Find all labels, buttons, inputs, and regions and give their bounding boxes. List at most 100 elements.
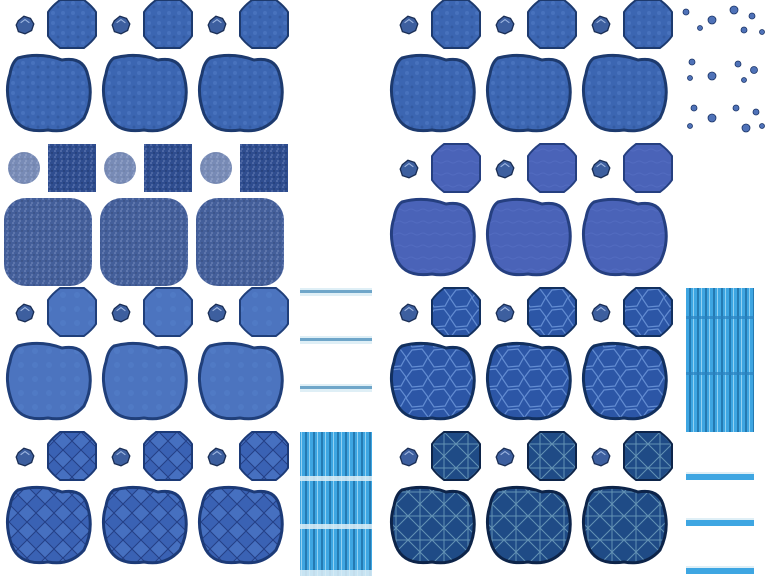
tile-group-2 <box>485 143 577 277</box>
tileset-block-tiled-water <box>389 287 673 421</box>
pool-tile <box>197 53 284 133</box>
tile-group-2 <box>485 287 577 421</box>
corner-tile <box>47 431 97 481</box>
pebble-tile <box>399 15 419 35</box>
tile-group-2 <box>101 0 193 133</box>
pebble-tile <box>15 303 35 323</box>
pebble-tile <box>495 447 515 467</box>
pebble-tile <box>111 15 131 35</box>
droplet <box>729 5 739 15</box>
pool-tile <box>485 485 572 565</box>
corner-tile <box>623 0 673 49</box>
foam-strips <box>300 288 372 392</box>
waterfall-right <box>686 288 754 432</box>
pool-tile <box>197 485 284 565</box>
tile-group-1 <box>5 287 97 421</box>
pebble-tile <box>495 303 515 323</box>
tileset-block-flat-water <box>389 143 673 277</box>
tile-group-1 <box>389 431 481 565</box>
tile-group-1 <box>389 0 481 133</box>
droplet <box>752 108 760 116</box>
pool-tile <box>581 485 668 565</box>
waterfall-foam-3 <box>300 570 372 576</box>
waterfall-tile <box>300 432 372 576</box>
tile-group-2 <box>485 0 577 133</box>
droplet <box>688 58 696 66</box>
fog-square-tile <box>144 144 192 192</box>
waterfall-band <box>686 372 754 375</box>
corner-tile <box>143 431 193 481</box>
droplet <box>740 26 748 34</box>
pebble-tile <box>207 15 227 35</box>
pool-tile <box>581 341 668 421</box>
foam-strip-3-edge <box>300 386 372 389</box>
corner-tile <box>527 0 577 49</box>
pool-tile <box>101 485 188 565</box>
pebble-tile <box>399 303 419 323</box>
corner-tile <box>623 431 673 481</box>
fog-dot-tile <box>200 152 232 184</box>
corner-tile <box>431 143 481 193</box>
pool-tile <box>389 197 476 277</box>
tile-group-3 <box>581 287 673 421</box>
tile-group-3 <box>197 431 289 565</box>
pool-tile <box>389 341 476 421</box>
fog-square-tile <box>48 144 96 192</box>
tile-group-2 <box>100 144 192 286</box>
water-strip-1 <box>686 474 754 480</box>
pool-tile <box>485 197 572 277</box>
droplet <box>707 113 717 123</box>
pool-tile <box>197 341 284 421</box>
droplet <box>759 123 765 129</box>
pebble-tile <box>591 447 611 467</box>
waterfall-foam-2 <box>300 524 372 529</box>
pool-tile <box>389 53 476 133</box>
tileset-block-calm-water <box>389 0 673 133</box>
tile-group-3 <box>581 0 673 133</box>
pebble-tile <box>495 15 515 35</box>
water-strip-2-foam <box>686 518 754 520</box>
tile-group-1 <box>389 143 481 277</box>
pool-tile <box>101 53 188 133</box>
pebble-tile <box>15 15 35 35</box>
droplet <box>750 66 758 74</box>
pool-tile <box>5 485 92 565</box>
corner-tile <box>143 0 193 49</box>
waterfall-foam-1 <box>300 476 372 481</box>
droplet <box>687 123 693 129</box>
fog-dot-tile <box>8 152 40 184</box>
pebble-tile <box>207 303 227 323</box>
droplet <box>759 29 765 35</box>
tileset-block-smooth-water <box>5 287 289 421</box>
pool-tile <box>5 53 92 133</box>
pebble-tile <box>399 159 419 179</box>
tile-group-2 <box>485 431 577 565</box>
pebble-tile <box>591 159 611 179</box>
droplet <box>682 8 690 16</box>
droplet <box>707 71 717 81</box>
corner-tile <box>239 0 289 49</box>
tile-group-1 <box>5 0 97 133</box>
pool-tile <box>581 53 668 133</box>
waterfall-tile <box>686 288 754 432</box>
tile-group-2 <box>101 431 193 565</box>
fog-pool-tile <box>196 198 284 286</box>
water-strip-1-foam <box>686 472 754 474</box>
fog-pool-tile <box>100 198 188 286</box>
corner-tile <box>623 143 673 193</box>
corner-tile <box>239 431 289 481</box>
pebble-tile <box>111 303 131 323</box>
water-strip-2 <box>686 520 754 526</box>
pebble-tile <box>207 447 227 467</box>
tile-group-3 <box>581 143 673 277</box>
droplet <box>748 12 756 20</box>
pool-tile <box>101 341 188 421</box>
droplet <box>741 77 747 83</box>
pebble-tile <box>591 303 611 323</box>
corner-tile <box>143 287 193 337</box>
corner-tile <box>527 431 577 481</box>
waterfall-band <box>686 316 754 319</box>
tile-group-1 <box>5 431 97 565</box>
corner-tile <box>47 0 97 49</box>
fog-pool-tile <box>4 198 92 286</box>
